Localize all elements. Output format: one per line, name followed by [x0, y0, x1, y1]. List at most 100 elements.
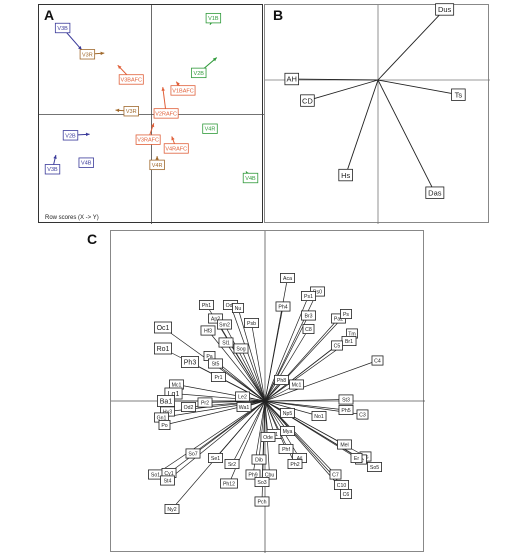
panel-a-label-v1b-2: V1B: [205, 12, 222, 24]
panel-c-label-ph12-66: Ph12: [220, 478, 238, 489]
panel-a-label-v4b-13: V4B: [78, 157, 94, 168]
panel-a-label-v1bafc-5: V1BAFC: [170, 85, 196, 96]
panel-a-arrow-0-head: [78, 46, 82, 50]
panel-c-label-ps0-1-text: Ps0: [313, 289, 322, 295]
panel-a-label-v4b-15-text: V4B: [245, 176, 256, 182]
panel-c-label-pr1-26-text: Pr1: [214, 375, 222, 381]
panel-c-vector-hf3-14: [207, 330, 266, 402]
panel-c-label-ph9-63-box: [245, 469, 261, 480]
panel-a-arrow-7-head: [161, 87, 165, 91]
panel-c-label-dib-56-box: [251, 454, 267, 465]
panel-c-label-br3-7: Br3: [301, 310, 316, 321]
panel-c-label-sm2-12-box: [217, 319, 232, 330]
panel-c-vector-st3-31: [264, 399, 347, 402]
panel-c-vector-sm2-12: [224, 324, 266, 402]
panel-b-label-dus: Dus: [435, 3, 455, 16]
panel-c-label-ny2-69-text: Ny2: [167, 507, 176, 513]
panel-c-label-aca-0-text: Aca: [283, 276, 292, 282]
panel-c-label-ph5-37: Ph5: [338, 404, 354, 415]
panel-a-arrow-14-head: [155, 156, 159, 160]
panel-a-label-v4r-8-text: V4R: [205, 127, 216, 133]
panel-a: A V3B V3R V1B V2B V3BAFC V1BAFC V3R V2RAFC V4R V2…: [38, 4, 264, 224]
panel-c-label-ph4-3-text: Ph4: [278, 304, 287, 310]
panel-c-label-po-43-text: Po: [161, 423, 167, 429]
panel-c-label-se1-49-text: Se1: [211, 456, 220, 462]
panel-a-arrow-9-head: [85, 132, 90, 137]
panel-c-vector-c4-23: [264, 360, 378, 402]
panel-c-label-ps-9-text: Ps: [343, 312, 349, 318]
panel-c-label-c8-13: C8: [302, 324, 315, 335]
panel-a-label-v3rafc-10-text: V3RAFC: [137, 138, 159, 144]
panel-c-label-odb-5-text: Odb: [226, 303, 236, 309]
panel-a-label-v2rafc-7-text: V2RAFC: [155, 111, 177, 117]
panel-a-label-v2b-3: V2B: [191, 67, 207, 79]
panel-c-label-pch-70-text: Pch: [258, 499, 267, 505]
panel-c-vector-ph12-66: [228, 400, 266, 484]
panel-c-label-sl1-18-box: [218, 337, 234, 348]
panel-c-label-er-54: Er: [350, 452, 363, 463]
panel-c-label-ode-46-text: Ode: [263, 435, 273, 441]
panel-c-vector-cr1-44: [264, 400, 275, 435]
panel-c-label-c6-68-box: [340, 488, 352, 499]
panel-c-label-ph9-63-text: Ph9: [248, 472, 257, 478]
panel-c-label-br1-17-text: Br1: [345, 339, 353, 345]
panel-c-label-np5-40-text: Np5: [283, 411, 293, 417]
panel-c-label-psb-11-text: Psb: [247, 321, 256, 327]
panel-a-label-v4b-13-box: [78, 157, 94, 168]
panel-c-label-so5-58-box: [367, 461, 382, 472]
panel-c-label-ph1-4-box: [199, 300, 214, 311]
panel-c-label-ap2-10-box: [208, 313, 223, 324]
panel-c-vector-dib-56: [258, 400, 266, 460]
panel-c-label-gn1-42-text: Gn1: [157, 415, 167, 421]
panel-c-label-er-54-box: [350, 452, 363, 463]
panel-c-label-cbu-64: Cbu: [262, 469, 277, 480]
panel-c-label-ps1-2-box: [301, 291, 316, 302]
panel-a-arrow-1-head: [100, 51, 105, 56]
panel-c-vector-st4-61: [167, 400, 266, 481]
panel-c-label-br1-17: Br1: [341, 336, 357, 347]
panel-c-vector-psb-11: [251, 322, 266, 402]
panel-c-vector-pa2-8: [264, 318, 339, 402]
panel-b-label-dus-box: [435, 3, 455, 16]
panel-c-label-mel-47: Mel: [337, 439, 352, 450]
panel-c-label-st4-61-box: [160, 475, 175, 486]
panel-c-label-st4-61: St4: [160, 475, 175, 486]
panel-c-label-psb-11-box: [244, 318, 259, 329]
panel-c-label-c3-38-box: [356, 409, 369, 420]
panel-a-axis-note: Row scores (X -> Y): [45, 215, 99, 221]
panel-a-arrow-4-head: [117, 65, 122, 70]
panel-c-label-pr1-26: Pr1: [211, 371, 226, 382]
panel-a-label-v4r-8-box: [202, 123, 218, 134]
panel-b-label-cd-box: [300, 94, 315, 107]
panel-c-label-aca-0-box: [280, 273, 295, 284]
panel-c-label-c3-38-text: C3: [359, 412, 366, 418]
panel-c-label-hy3-39-text: Hy3: [163, 409, 172, 415]
panel-c-label-hf3-14-text: Hf3: [204, 328, 212, 334]
panel-c-label-br3-7-text: Br3: [304, 313, 312, 319]
panel-c-vector-c8-13: [264, 328, 309, 402]
panel-a-arrow-6-head: [115, 108, 120, 113]
panel-c-label-mc1-29-text: Mc1: [172, 382, 182, 388]
panel-c-label-ro1-21-box: [154, 342, 172, 355]
panel-c-label-ode-46: Ode: [260, 431, 276, 442]
panel-a-arrow-10-head: [150, 123, 155, 128]
panel-c-label-c5-20-text: C5: [334, 343, 341, 349]
panel-c-label-sr2-57-text: Sr2: [228, 462, 236, 468]
panel-c-vector-sl1-18: [225, 342, 266, 402]
panel-c-label-c7-62-box: [329, 469, 342, 480]
panel-c-label-c8-13-box: [302, 324, 315, 335]
panel-c-label-le2-32-box: [235, 391, 250, 402]
panel-c-label-ny2-69-box: [164, 503, 180, 514]
panel-c-label-ph4-3-box: [275, 301, 291, 312]
panel-b-vector-dus: [377, 9, 445, 81]
panel-a-label-v3r-6-text: V3R: [126, 109, 137, 115]
panel-c-label-c5-20: C5: [331, 340, 343, 351]
panel-c-label-c6-68: C6: [340, 488, 352, 499]
panel-c-label-br3-7-box: [301, 310, 316, 321]
panel-c-label-ps-9: Ps: [340, 309, 352, 320]
panel-b-label-dus-text: Dus: [438, 5, 452, 14]
panel-c-label-psb-11: Psb: [244, 318, 259, 329]
panel-c-label-mc1-28-text: Mc1: [292, 382, 302, 388]
panel-b-plot: Dus AH Ts CD Hs Das: [265, 3, 490, 224]
